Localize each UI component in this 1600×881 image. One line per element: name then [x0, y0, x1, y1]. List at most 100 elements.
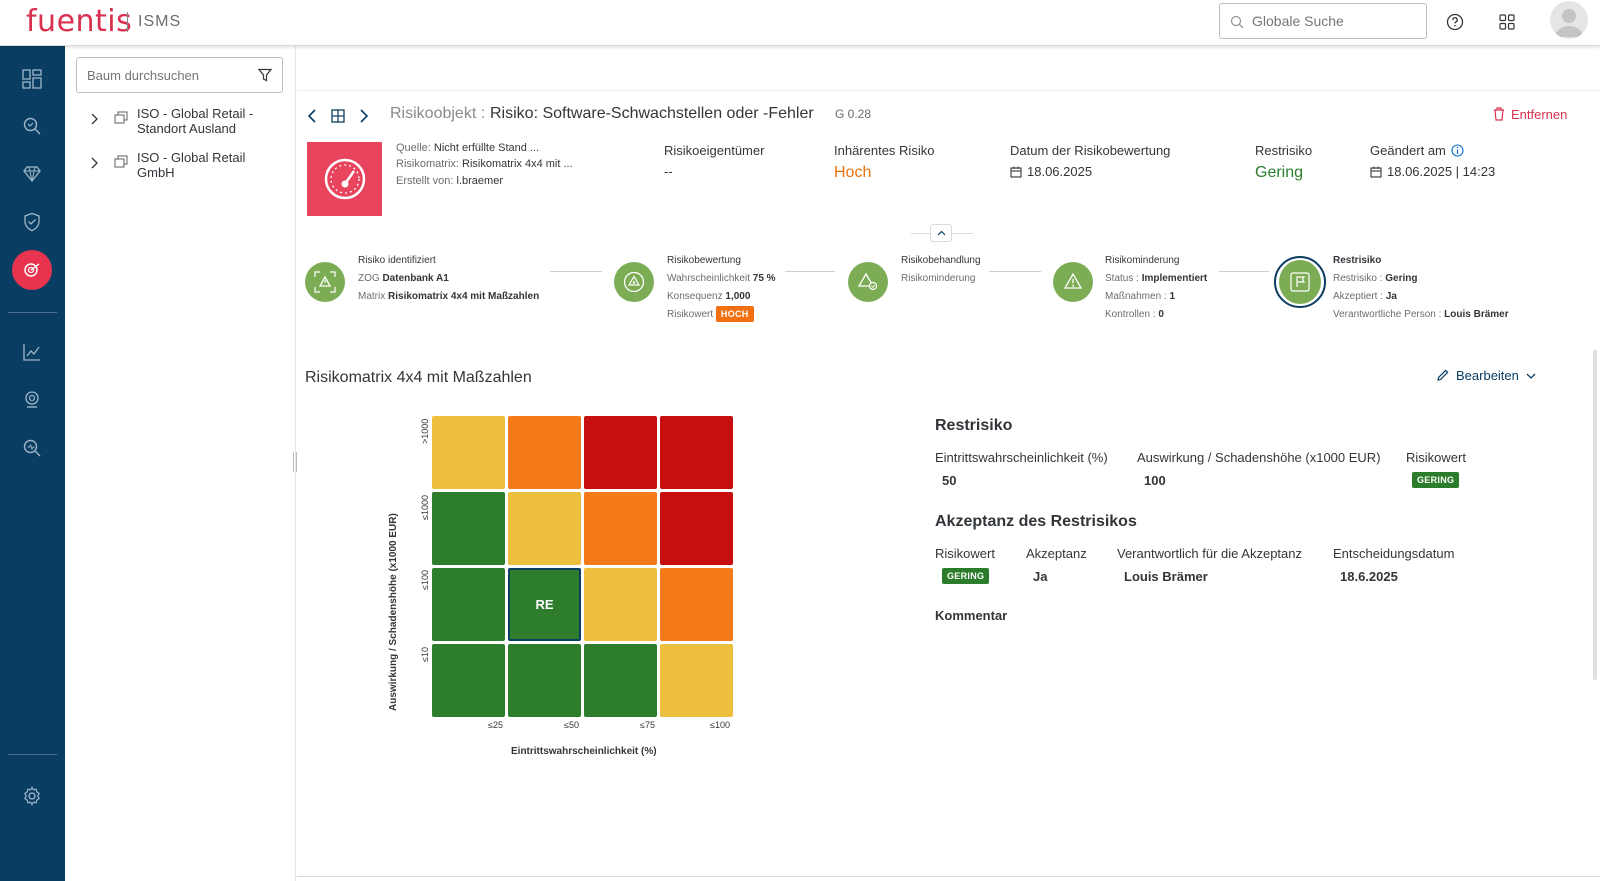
step-residual-current[interactable] [1274, 256, 1326, 308]
step-assessment: Risikobewertung Wahrscheinlichkeit 75 % … [667, 255, 776, 322]
object-stack-icon [113, 154, 129, 175]
residual-risk-label: Risikowert [1406, 450, 1466, 465]
matrix-cell[interactable] [660, 568, 733, 641]
owner-value: -- [664, 164, 673, 179]
matrix-cell[interactable] [584, 416, 657, 489]
changed-label: Geändert am [1370, 143, 1464, 158]
y-tick: ≤1000 [420, 495, 430, 520]
info-icon[interactable] [1451, 144, 1464, 157]
top-bar: fuentis ISMS [0, 0, 1600, 46]
object-stack-icon [113, 110, 129, 131]
step-treatment: Risikobehandlung Risikominderung [901, 255, 981, 284]
risk-value-badge: HOCH [715, 306, 754, 322]
changed-value: 18.06.2025 | 14:23 [1370, 164, 1495, 179]
global-search-input[interactable] [1252, 10, 1417, 32]
step-mitigation: Risikominderung Status : Implementiert M… [1105, 255, 1208, 320]
risk-object-tile [307, 142, 382, 216]
step-connector [989, 271, 1041, 272]
residual-impact-label: Auswirkung / Schadenshöhe (x1000 EUR) [1137, 450, 1381, 465]
tree-node[interactable]: ISO - Global Retail - Standort Ausland [89, 106, 289, 140]
matrix-cell[interactable] [432, 644, 505, 717]
chevron-right-icon[interactable] [89, 112, 99, 130]
flag-icon [1279, 260, 1321, 304]
acceptance-title: Akzeptanz des Restrisikos [935, 513, 1137, 530]
acceptance-value: Ja [1033, 569, 1048, 584]
matrix-cell[interactable] [660, 644, 733, 717]
global-search[interactable] [1219, 3, 1427, 39]
calendar-icon [1010, 166, 1022, 178]
acceptance-risk-badge: GERING [942, 568, 990, 584]
tree-node[interactable]: ISO - Global Retail GmbH [89, 150, 289, 184]
matrix-cell[interactable] [584, 644, 657, 717]
responsible-label: Verantwortlich für die Akzeptanz [1117, 546, 1302, 561]
tree-search[interactable] [76, 57, 283, 93]
decision-date-value: 18.6.2025 [1340, 569, 1398, 584]
app-logo[interactable]: fuentis [26, 4, 133, 39]
filter-icon[interactable] [257, 68, 273, 87]
residual-prob-value: 50 [942, 473, 957, 488]
matrix-cell-selected[interactable]: RE [508, 568, 581, 641]
matrix-cell[interactable] [508, 644, 581, 717]
apps-grid-icon[interactable] [1495, 10, 1519, 34]
residual-risk-value: Gering [1255, 164, 1304, 181]
meta-created: Erstellt von: l.braemer [396, 175, 503, 187]
matrix-section-title: Risikomatrix 4x4 mit Maßzahlen [305, 369, 532, 386]
matrix-cell[interactable] [432, 416, 505, 489]
product-name: ISMS [138, 13, 182, 30]
divider [297, 90, 1600, 91]
object-version: G 0.28 [835, 107, 872, 121]
diamond-icon[interactable] [12, 154, 52, 194]
settings-icon[interactable] [12, 776, 52, 816]
logo-divider [127, 12, 128, 32]
step-residual: Restrisiko Restrisiko : Gering Akzeptier… [1333, 255, 1509, 320]
y-tick: ≤100 [420, 570, 430, 590]
matrix-cell[interactable] [584, 568, 657, 641]
chevron-right-icon[interactable] [89, 156, 99, 174]
matrix-cell[interactable] [660, 416, 733, 489]
step-identified-icon[interactable] [305, 262, 345, 302]
acceptance-risk-badge-wrap: GERING [942, 567, 990, 584]
residual-impact-value: 100 [1144, 473, 1166, 488]
shield-check-icon[interactable] [12, 202, 52, 242]
x-tick: ≤50 [564, 720, 579, 730]
panel-splitter[interactable] [293, 452, 297, 472]
step-assessment-icon[interactable] [614, 262, 654, 302]
nav-divider [8, 312, 57, 313]
x-tick: ≤25 [488, 720, 503, 730]
edit-button[interactable]: Bearbeiten [1436, 368, 1536, 383]
back-arrow-icon[interactable] [302, 106, 322, 126]
collapse-header-button[interactable] [930, 224, 952, 242]
residual-prob-label: Eintrittswahrscheinlichkeit (%) [935, 450, 1108, 465]
y-axis-label: Auswirkung / Schadenshöhe (x1000 EUR) [388, 513, 399, 711]
step-mitigation-icon[interactable] [1053, 262, 1093, 302]
forward-arrow-icon[interactable] [354, 106, 374, 126]
step-treatment-icon[interactable] [848, 262, 888, 302]
help-icon[interactable] [1443, 10, 1467, 34]
residual-risk-label: Restrisiko [1255, 143, 1313, 158]
decision-date-label: Entscheidungsdatum [1333, 546, 1455, 561]
table-view-icon[interactable] [328, 106, 348, 126]
matrix-cell[interactable] [432, 568, 505, 641]
matrix-cell[interactable] [660, 492, 733, 565]
inherent-risk-value: Hoch [834, 164, 872, 181]
risk-target-icon[interactable] [12, 250, 52, 290]
matrix-cell[interactable] [584, 492, 657, 565]
remove-button[interactable]: Entfernen [1493, 104, 1567, 124]
matrix-cell[interactable] [508, 416, 581, 489]
matrix-cell[interactable] [508, 492, 581, 565]
matrix-cell[interactable] [432, 492, 505, 565]
search-analyze-icon[interactable] [12, 428, 52, 468]
search-risk-icon[interactable] [12, 106, 52, 146]
dashboard-icon[interactable] [12, 59, 52, 99]
meta-matrix: Risikomatrix: Risikomatrix 4x4 mit ... [396, 158, 573, 170]
user-avatar[interactable] [1550, 1, 1588, 39]
vertical-scrollbar[interactable] [1593, 350, 1597, 680]
audit-icon[interactable] [12, 380, 52, 420]
chart-icon[interactable] [12, 332, 52, 372]
inherent-risk-label: Inhärentes Risiko [834, 143, 935, 158]
tree-search-input[interactable] [87, 65, 247, 85]
acceptance-label: Akzeptanz [1026, 546, 1087, 561]
pencil-icon [1437, 369, 1449, 381]
tree-panel: ISO - Global Retail - Standort Ausland I… [65, 46, 296, 881]
step-identified: Risiko identifiziert ZOG Datenbank A1 Ma… [358, 255, 540, 302]
